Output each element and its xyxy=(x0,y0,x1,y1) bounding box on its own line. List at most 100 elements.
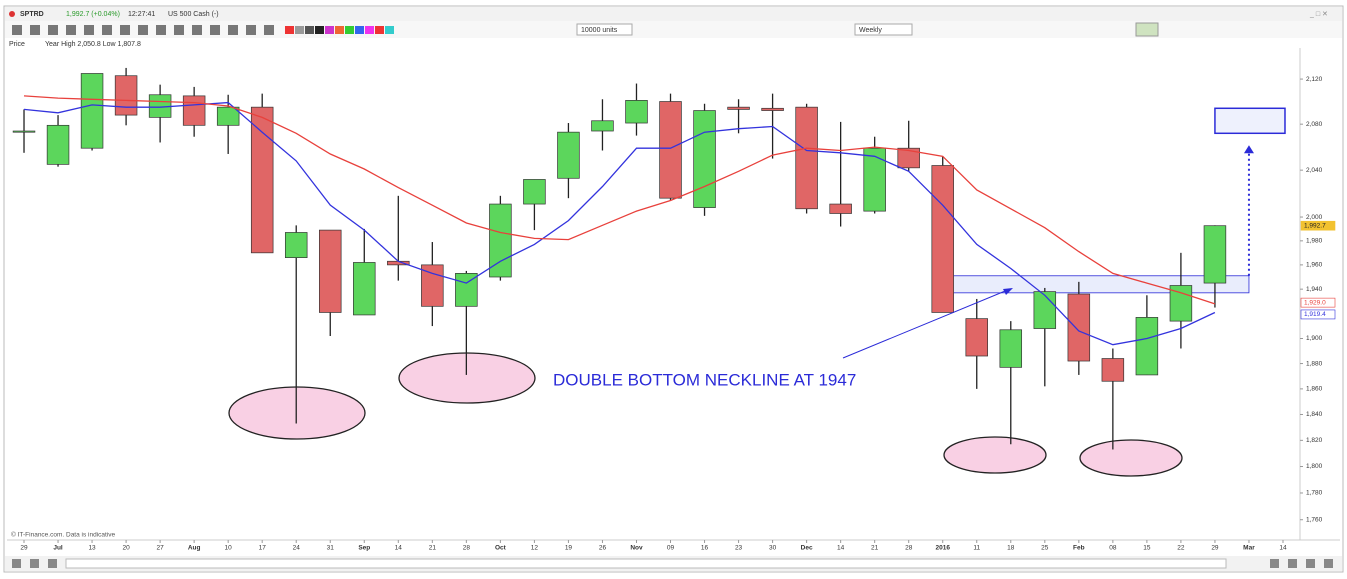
y-tick-label: 1,820 xyxy=(1306,437,1323,444)
bottom-icon[interactable] xyxy=(1288,559,1297,568)
tool[interactable] xyxy=(30,25,40,35)
x-tick-label: 26 xyxy=(599,545,607,552)
target-zone xyxy=(1214,107,1286,135)
swatch[interactable] xyxy=(285,26,294,34)
units-select[interactable] xyxy=(576,23,633,36)
y-tick-label: 1,800 xyxy=(1306,463,1323,470)
tool[interactable] xyxy=(102,25,112,35)
x-tick-label: 09 xyxy=(667,545,675,552)
swatch[interactable] xyxy=(325,26,334,34)
window-controls[interactable]: _ □ ✕ xyxy=(1309,11,1328,18)
tool[interactable] xyxy=(192,25,202,35)
x-tick-label: 14 xyxy=(837,545,845,552)
y-tick-label: 2,080 xyxy=(1306,121,1323,128)
interval: Weekly xyxy=(859,27,882,34)
tool[interactable] xyxy=(246,25,256,35)
price-tag-label: 1,929.0 xyxy=(1304,299,1326,306)
x-tick-label: 14 xyxy=(1279,545,1287,552)
title-bar xyxy=(5,7,1342,21)
frame xyxy=(3,5,1344,573)
y-tick-label: 1,780 xyxy=(1306,490,1323,497)
candle-body xyxy=(999,329,1023,368)
y-tick-label: 1,840 xyxy=(1306,411,1323,418)
tool[interactable] xyxy=(210,25,220,35)
candle-body xyxy=(1033,291,1057,329)
x-tick-label: 31 xyxy=(327,545,335,552)
y-tick-label: 1,940 xyxy=(1306,286,1323,293)
y-tick-label: 2,000 xyxy=(1306,214,1323,221)
x-tick-label: 22 xyxy=(1177,545,1185,552)
x-tick-label: Nov xyxy=(630,545,643,552)
candle-body xyxy=(250,106,274,254)
market: US 500 Cash (-) xyxy=(168,11,219,18)
x-tick-label: 19 xyxy=(565,545,573,552)
swatch[interactable] xyxy=(375,26,384,34)
annotation-pointer-head xyxy=(1003,288,1013,295)
y-tick-label: 1,880 xyxy=(1306,360,1323,367)
tool[interactable] xyxy=(156,25,166,35)
bottom-icon[interactable] xyxy=(48,559,57,568)
year-range: Year High 2,050.8 Low 1,807.8 xyxy=(45,41,141,48)
swatch[interactable] xyxy=(365,26,374,34)
bottom-icon[interactable] xyxy=(1324,559,1333,568)
tool[interactable] xyxy=(228,25,238,35)
annotation-pointer xyxy=(842,288,1011,359)
swatch[interactable] xyxy=(305,26,314,34)
candle-body xyxy=(319,229,342,313)
candle-body xyxy=(114,75,138,116)
price-tag-label: 1,992.7 xyxy=(1304,222,1326,229)
tool[interactable] xyxy=(66,25,76,35)
y-tick-label: 2,120 xyxy=(1306,76,1323,83)
candle-body xyxy=(761,107,784,111)
scrollbar[interactable] xyxy=(65,558,1227,569)
price-tag xyxy=(1300,297,1336,308)
swatch[interactable] xyxy=(355,26,364,34)
tool[interactable] xyxy=(48,25,58,35)
candle-body xyxy=(795,106,818,210)
x-tick-label: 28 xyxy=(905,545,913,552)
chart-type-button[interactable] xyxy=(1135,22,1159,37)
ellipse xyxy=(943,436,1047,474)
tool[interactable] xyxy=(84,25,94,35)
swatch[interactable] xyxy=(345,26,354,34)
bottom-icon[interactable] xyxy=(1306,559,1315,568)
x-tick-label: 13 xyxy=(88,545,96,552)
annotation-text: DOUBLE BOTTOM NECKLINE AT 1947 xyxy=(553,370,856,389)
neckline-zone xyxy=(940,275,1250,294)
ellipse xyxy=(228,386,366,440)
status-icon xyxy=(9,11,15,17)
bottom-icon[interactable] xyxy=(30,559,39,568)
x-tick-label: 27 xyxy=(157,545,165,552)
color-swatches xyxy=(285,26,394,34)
swatch[interactable] xyxy=(295,26,304,34)
candle-body xyxy=(1067,293,1091,362)
tool[interactable] xyxy=(12,25,22,35)
x-tick-label: Feb xyxy=(1073,545,1085,552)
tool[interactable] xyxy=(138,25,148,35)
tool[interactable] xyxy=(264,25,274,35)
interval-select[interactable] xyxy=(854,23,913,36)
x-tick-label: 16 xyxy=(701,545,709,552)
swatch[interactable] xyxy=(315,26,324,34)
x-tick-label: Mar xyxy=(1243,545,1255,552)
bottom-icon[interactable] xyxy=(12,559,21,568)
bottom-icon[interactable] xyxy=(1270,559,1279,568)
swatch[interactable] xyxy=(335,26,344,34)
candle-body xyxy=(284,232,308,258)
y-tick-label: 1,860 xyxy=(1306,386,1323,393)
candle-body xyxy=(353,262,376,316)
candle-body xyxy=(216,106,240,126)
ellipse xyxy=(1079,439,1183,477)
highlight-ellipses xyxy=(228,352,1183,477)
swatch[interactable] xyxy=(385,26,394,34)
x-tick-label: 12 xyxy=(531,545,539,552)
toolbar-icons xyxy=(12,25,274,35)
tool[interactable] xyxy=(174,25,184,35)
x-tick-label: 29 xyxy=(20,545,28,552)
candle-body xyxy=(625,100,648,124)
candle-body xyxy=(829,203,852,214)
tool[interactable] xyxy=(120,25,130,35)
footer-note: © IT-Finance.com. Data is indicative xyxy=(11,531,116,539)
